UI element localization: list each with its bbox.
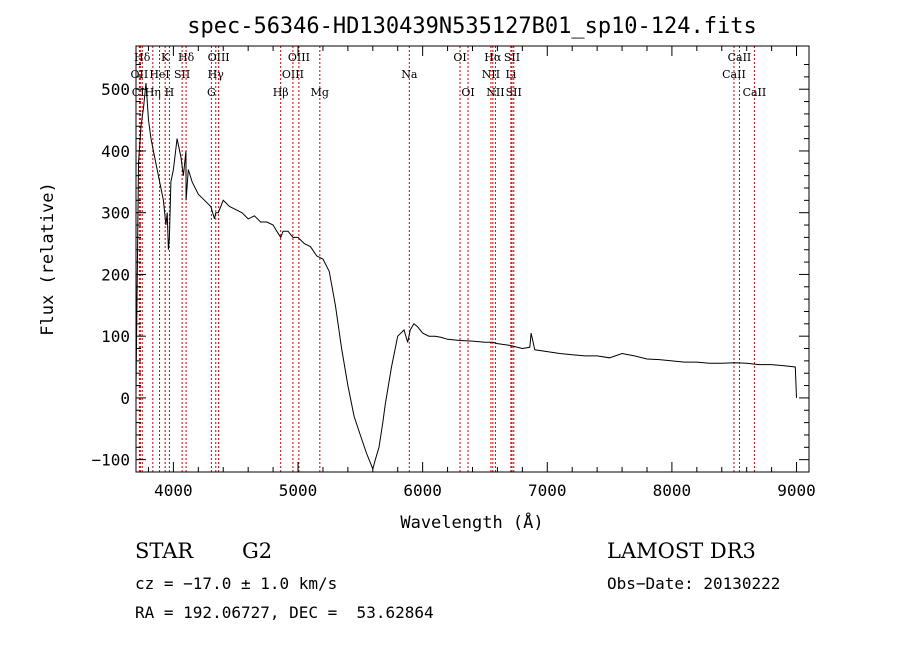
y-tick-label: −100 [91, 451, 130, 470]
line-marker-label: OIII [208, 51, 230, 64]
x-tick-label: 7000 [528, 481, 567, 500]
line-marker-label: OIII [282, 68, 304, 81]
line-marker-label: G [207, 86, 216, 99]
line-marker-label: H [165, 86, 175, 99]
line-marker-label: NII [482, 68, 500, 81]
y-tick-label: 400 [101, 142, 130, 161]
redshift-label: cz = −17.0 ± 1.0 km/s [135, 574, 338, 593]
x-tick-label: 9000 [777, 481, 816, 500]
line-marker-label: Mg [311, 86, 329, 99]
y-tick-label: 0 [120, 389, 130, 408]
x-axis-label: Wavelength (Å) [400, 511, 543, 533]
line-marker-label: HeI [149, 68, 169, 81]
line-marker-label: Hδ [134, 51, 151, 64]
line-marker-label: CaII [728, 51, 752, 64]
line-marker-label: OII [131, 68, 149, 81]
line-marker-label: OIII [288, 51, 310, 64]
line-marker-label: Hβ [273, 86, 289, 99]
obs-date-label: Obs−Date: 20130222 [607, 574, 781, 593]
line-marker-label: SII [506, 86, 522, 99]
line-marker-label: OI [453, 51, 466, 64]
x-tick-label: 8000 [653, 481, 692, 500]
survey-label: LAMOST DR3 [607, 539, 756, 563]
y-tick-label: 100 [101, 327, 130, 346]
line-marker-label: K [161, 51, 170, 64]
y-tick-label: 200 [101, 265, 130, 284]
line-marker-label: SII [174, 68, 190, 81]
line-marker-label: Hδ [178, 51, 195, 64]
plot-frame [135, 45, 810, 473]
line-marker-label: Li [505, 68, 516, 81]
x-tick-label: 5000 [279, 481, 318, 500]
line-marker-label: SII [504, 51, 520, 64]
line-marker-label: NII [486, 86, 504, 99]
line-markers [138, 46, 755, 472]
subclass-label: G2 [242, 539, 273, 563]
line-marker-label: Hη [145, 86, 161, 99]
class-label: STAR [135, 539, 194, 563]
x-tick-label: 6000 [403, 481, 442, 500]
y-axis-label: Flux (relative) [38, 182, 58, 336]
x-axis: 4000 5000 6000 7000 8000 9000 [147, 46, 816, 500]
line-marker-label: Hα [484, 51, 502, 64]
y-tick-label: 500 [101, 80, 130, 99]
line-marker-label: Hγ [208, 68, 225, 81]
coords-label: RA = 192.06727, DEC = 53.62864 [135, 603, 434, 622]
x-tick-label: 4000 [154, 481, 193, 500]
y-axis: −100 0 100 200 300 400 500 [91, 64, 809, 470]
chart-title: spec-56346-HD130439N535127B01_sp10-124.f… [187, 14, 757, 39]
line-marker-label: CaII [722, 68, 746, 81]
y-tick-label: 300 [101, 204, 130, 223]
line-marker-label: CaII [743, 86, 767, 99]
line-marker-label: Na [401, 68, 418, 81]
line-marker-label: OI [461, 86, 474, 99]
spectrum-line [135, 82, 797, 471]
